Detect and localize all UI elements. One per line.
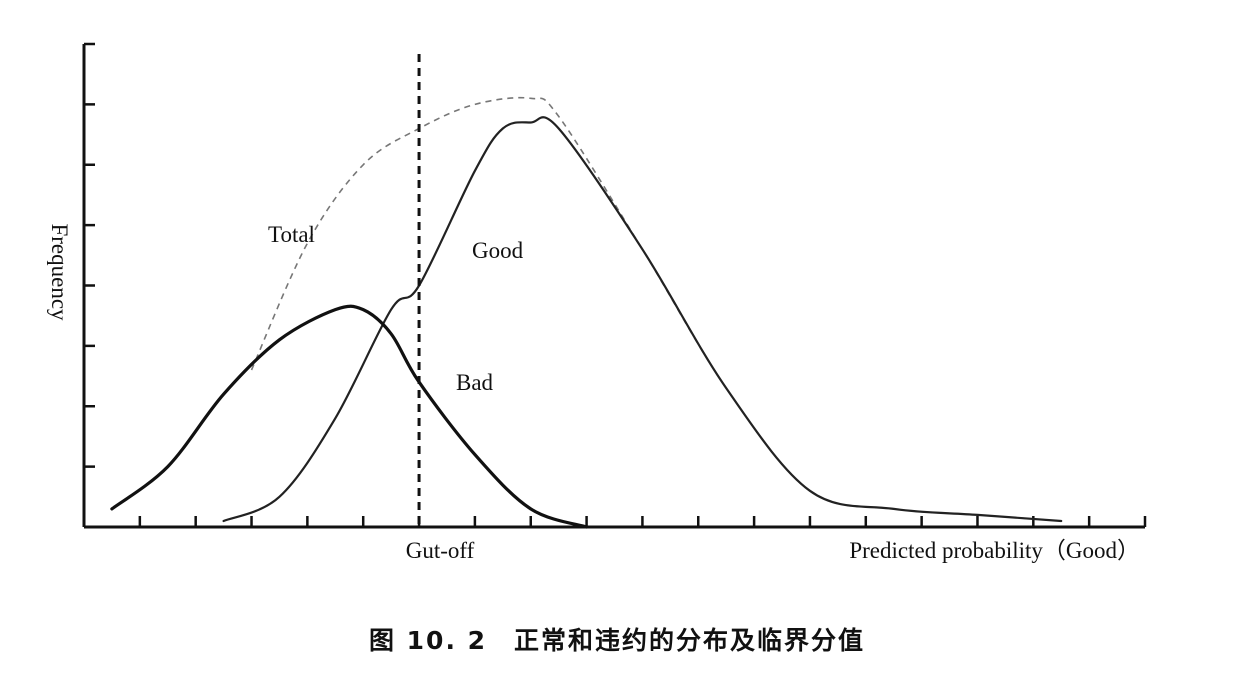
y-axis-label: Frequency xyxy=(47,223,72,321)
cutoff-label: Gut-off xyxy=(406,538,475,563)
series-total-line xyxy=(250,96,1062,522)
figure-caption: 图 10. 2 正常和违约的分布及临界分值 xyxy=(369,626,865,655)
series-label-bad: Bad xyxy=(456,370,494,395)
plot-area xyxy=(82,42,1147,529)
series-label-good: Good xyxy=(472,238,524,263)
series-good-line xyxy=(222,116,1063,523)
series-bad-line xyxy=(110,304,589,529)
x-axis-label: Predicted probability（Good） xyxy=(849,538,1140,563)
series-label-total: Total xyxy=(268,222,315,247)
